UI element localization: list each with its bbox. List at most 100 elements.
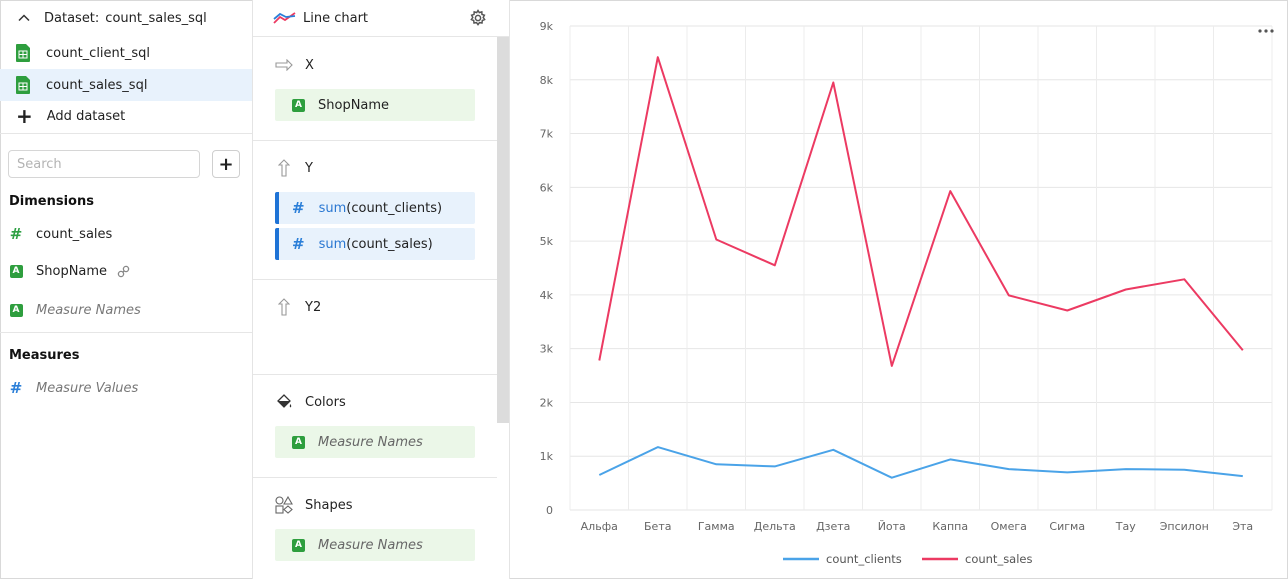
y-field-sum-count-clients[interactable]: # sum (count_clients) [275,192,475,224]
string-type-icon: A [292,435,305,449]
dataset-item-count-client-sql[interactable]: count_client_sql [0,37,252,69]
add-field-button[interactable]: + [212,150,240,178]
search-input[interactable] [8,150,200,178]
section-colors-label: Colors [305,394,346,410]
x-field-shopname[interactable]: A ShopName [275,89,475,121]
add-dataset-label: Add dataset [46,108,126,124]
divider [253,140,497,141]
section-shapes-label: Shapes [305,497,353,513]
data-point[interactable] [1241,474,1245,478]
divider [253,477,497,478]
field-label: count_sales [36,226,113,242]
section-y-label: Y [305,160,313,176]
chevron-up-icon[interactable] [18,12,30,24]
y-axis: 0 1k 2k 3k 4k 5k 6k 7k 8k 9k [540,20,554,517]
data-point[interactable] [597,358,601,362]
add-dataset-button[interactable]: + Add dataset [0,100,252,132]
measure-measure-values[interactable]: # Measure Values [9,377,139,399]
x-tick-label: Дзета [816,520,850,533]
x-tick-label: Каппа [932,520,968,533]
scrollbar[interactable] [497,37,509,423]
data-point[interactable] [890,476,894,480]
data-point[interactable] [1182,277,1186,281]
y-tick-label: 5k [540,235,554,248]
divider [253,279,497,280]
y-tick-label: 0 [546,504,553,517]
section-x-title: X [275,56,314,74]
y-tick-label: 2k [540,396,554,409]
line-chart: 0 1k 2k 3k 4k 5k 6k 7k 8k 9k Альфа Бета Гамма Дельта… [510,0,1288,579]
data-point[interactable] [714,462,718,466]
string-type-icon: A [292,98,305,112]
data-point[interactable] [656,55,660,59]
divider [0,133,252,134]
y-field-sum-count-sales[interactable]: # sum (count_sales) [275,228,475,260]
shapes-field-measure-names[interactable]: A Measure Names [275,529,475,561]
colors-field-measure-names[interactable]: A Measure Names [275,426,475,458]
data-point[interactable] [1065,470,1069,474]
spreadsheet-icon [16,76,30,94]
data-point[interactable] [773,263,777,267]
data-point[interactable] [1124,288,1128,292]
gear-icon[interactable] [469,9,487,27]
data-point[interactable] [1124,467,1128,471]
dataset-header[interactable]: Dataset: count_sales_sql [0,0,252,36]
legend: count_clients count_sales [783,552,1033,566]
chip-label: Measure Names [318,434,423,450]
dataset-item-label: count_sales_sql [46,77,148,93]
chip-label: Measure Names [318,537,423,553]
legend-label: count_sales [965,552,1033,566]
data-point[interactable] [714,237,718,241]
y-tick-label: 3k [540,343,554,356]
y-tick-label: 1k [540,450,554,463]
data-point[interactable] [1241,348,1245,352]
divider [253,374,497,375]
dimension-measure-names[interactable]: A Measure Names [9,299,141,321]
series-line-count-clients[interactable] [598,446,1243,479]
chip-function: sum [318,200,347,216]
string-type-icon: A [292,538,305,552]
data-point[interactable] [656,445,660,449]
data-point[interactable] [597,473,601,477]
chart-canvas: 0 1k 2k 3k 4k 5k 6k 7k 8k 9k Альфа Бета Гамма Дельта… [540,20,1274,566]
y-tick-label: 7k [540,128,554,141]
section-y2-label: Y2 [305,299,322,315]
dimension-count-sales[interactable]: # count_sales [9,223,113,245]
data-point[interactable] [948,189,952,193]
dimension-shopname[interactable]: A ShopName [9,260,130,282]
data-point[interactable] [773,464,777,468]
dataset-item-count-sales-sql[interactable]: count_sales_sql [0,69,252,101]
more-options-icon[interactable] [1258,29,1274,33]
legend-label: count_clients [826,552,902,566]
data-point[interactable] [1007,293,1011,297]
x-tick-label: Эпсилон [1160,520,1209,533]
series [597,55,1245,480]
arrow-right-icon [275,59,293,71]
x-tick-label: Йота [878,520,906,533]
data-point[interactable] [831,448,835,452]
chip-argument: (count_sales) [346,236,433,252]
data-point[interactable] [948,457,952,461]
data-point[interactable] [890,364,894,368]
number-type-icon: # [9,224,23,243]
paint-bucket-icon [277,394,292,408]
y-tick-label: 4k [540,289,554,302]
data-point[interactable] [1007,467,1011,471]
number-type-icon: # [292,198,305,217]
section-shapes-title: Shapes [275,496,352,514]
config-panel: Line chart X A ShopName Y # sum (count_cl… [253,0,510,579]
arrow-up-icon [278,159,290,177]
series-line-count-sales[interactable] [598,56,1244,367]
legend-item-count-sales[interactable]: count_sales [922,552,1033,566]
divider [0,332,252,333]
data-point[interactable] [1065,308,1069,312]
section-colors-title: Colors [275,393,346,411]
section-x-label: X [305,57,314,73]
chart-type-selector[interactable]: Line chart [253,0,509,37]
data-point[interactable] [831,80,835,84]
x-tick-label: Альфа [581,520,618,533]
data-point[interactable] [1182,468,1186,472]
legend-item-count-clients[interactable]: count_clients [783,552,902,566]
x-axis: Альфа Бета Гамма Дельта Дзета Йота Каппа Омега С… [581,520,1254,533]
link-icon [117,265,130,277]
